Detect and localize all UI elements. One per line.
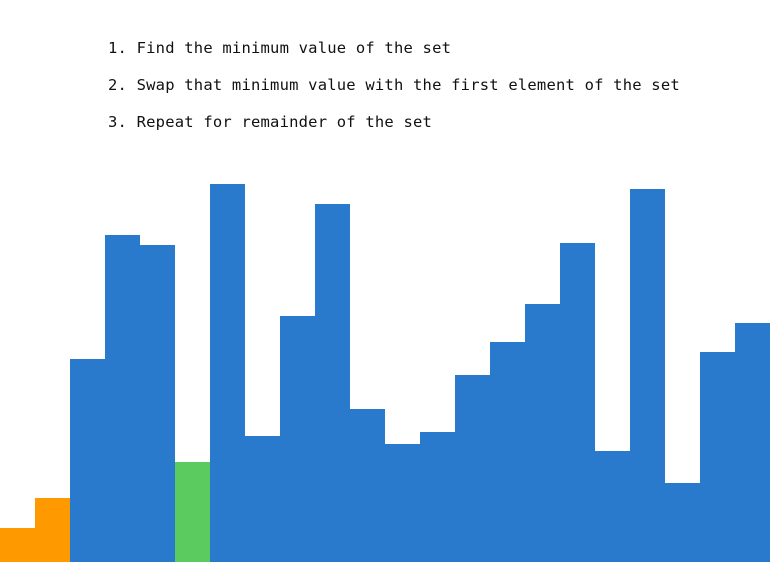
bar-unsorted <box>245 436 280 562</box>
bar-unsorted <box>385 444 420 562</box>
bar-unsorted <box>735 323 770 562</box>
bar-current-minimum <box>175 462 210 562</box>
bar-unsorted <box>665 483 700 562</box>
bar-sorted <box>35 498 70 562</box>
bar-unsorted <box>630 189 665 562</box>
bar-unsorted <box>560 243 595 562</box>
bar-unsorted <box>280 316 315 562</box>
bar-unsorted <box>525 304 560 562</box>
bar-unsorted <box>210 184 245 562</box>
instruction-list: 1. Find the minimum value of the set 2. … <box>108 30 680 141</box>
instruction-step-1: 1. Find the minimum value of the set <box>108 39 452 57</box>
bar-unsorted <box>490 342 525 562</box>
bar-unsorted <box>315 204 350 562</box>
bar-unsorted <box>700 352 735 562</box>
bar-unsorted <box>140 245 175 562</box>
instruction-step-2: 2. Swap that minimum value with the firs… <box>108 76 680 94</box>
bar-unsorted <box>595 451 630 562</box>
bar-sorted <box>0 528 35 562</box>
bar-unsorted <box>350 409 385 562</box>
bar-unsorted <box>455 375 490 562</box>
bar-unsorted <box>105 235 140 562</box>
bar-unsorted <box>420 432 455 562</box>
bar-unsorted <box>70 359 105 562</box>
instruction-step-3: 3. Repeat for remainder of the set <box>108 113 433 131</box>
